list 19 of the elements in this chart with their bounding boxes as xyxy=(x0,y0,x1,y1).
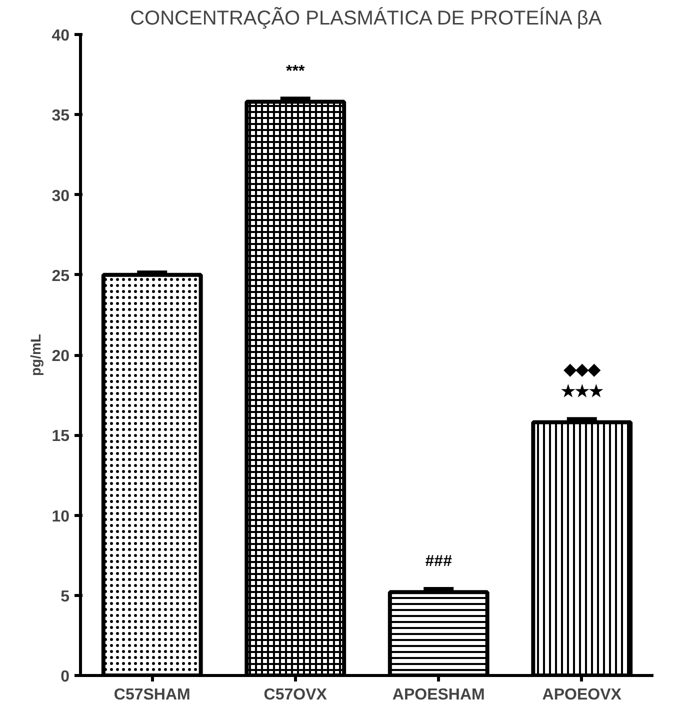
annotation: ### xyxy=(425,553,452,570)
annotation: ★★★ xyxy=(560,383,604,400)
annotation: ◆◆◆ xyxy=(562,361,601,378)
x-tick-label: APOESHAM xyxy=(392,686,485,704)
y-tick-label: 40 xyxy=(52,28,70,44)
x-tick-label: C57SHAM xyxy=(114,686,190,704)
y-tick-label: 10 xyxy=(52,508,70,526)
chart-title: CONCENTRAÇÃO PLASMÁTICA DE PROTEÍNA βA xyxy=(130,6,602,30)
y-tick-label: 20 xyxy=(52,348,70,365)
x-tick-label: APOEOVX xyxy=(542,686,622,704)
y-tick-label: 25 xyxy=(52,268,70,285)
x-tick-label: C57OVX xyxy=(264,686,328,704)
y-tick-label: 0 xyxy=(60,668,70,686)
y-tick-label: 35 xyxy=(52,108,70,125)
annotation: *** xyxy=(286,62,306,80)
y-tick-label: 5 xyxy=(60,588,70,606)
y-tick-label: 30 xyxy=(52,188,70,205)
y-axis-title: pg/mL xyxy=(28,334,44,376)
y-tick-label: 15 xyxy=(52,428,70,446)
